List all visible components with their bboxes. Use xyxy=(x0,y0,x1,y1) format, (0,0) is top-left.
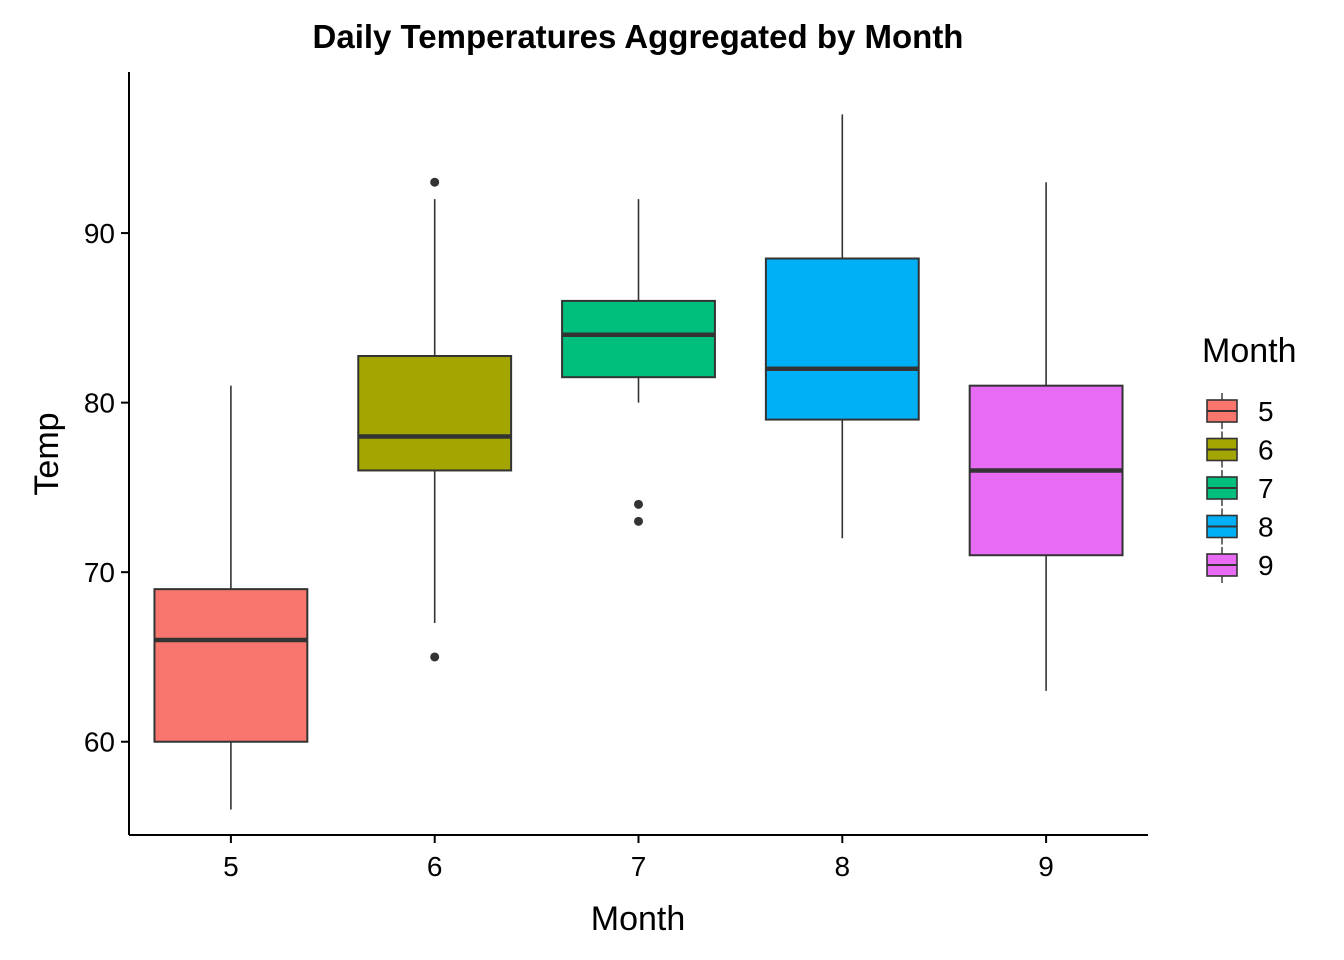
x-axis-ticks: 5 6 7 8 9 xyxy=(223,835,1054,882)
box-month-6 xyxy=(357,177,513,662)
legend-label: 6 xyxy=(1258,435,1274,466)
plot-area xyxy=(153,114,1124,810)
x-axis-title: Month xyxy=(591,900,686,938)
legend-title: Month xyxy=(1202,332,1297,370)
y-axis-title: Temp xyxy=(28,412,66,495)
legend-item-5: 5 xyxy=(1206,393,1274,429)
y-tick-label: 80 xyxy=(84,388,115,419)
outlier-point xyxy=(634,499,643,509)
legend-item-7: 7 xyxy=(1206,470,1274,506)
y-tick-label: 70 xyxy=(84,557,115,588)
legend-label: 9 xyxy=(1258,550,1274,581)
box-iqr xyxy=(764,257,920,421)
x-tick-label: 6 xyxy=(427,851,443,882)
x-tick-label: 5 xyxy=(223,851,239,882)
chart-title: Daily Temperatures Aggregated by Month xyxy=(313,18,964,55)
legend-label: 7 xyxy=(1258,473,1274,504)
box-month-9 xyxy=(968,182,1124,691)
legend-item-8: 8 xyxy=(1206,508,1274,545)
outlier-point xyxy=(430,177,440,187)
y-tick-label: 60 xyxy=(84,727,115,758)
legend-item-6: 6 xyxy=(1206,431,1274,468)
box-iqr xyxy=(357,355,513,472)
legend: Month 5 6 7 8 9 xyxy=(1202,332,1297,583)
y-axis-ticks: 60 70 80 90 xyxy=(84,218,129,758)
legend-item-9: 9 xyxy=(1206,547,1274,583)
legend-label: 5 xyxy=(1258,396,1274,427)
outlier-point xyxy=(430,652,440,662)
x-tick-label: 9 xyxy=(1038,851,1054,882)
x-tick-label: 7 xyxy=(631,851,647,882)
box-month-8 xyxy=(764,114,920,539)
box-iqr xyxy=(561,299,716,379)
outlier-point xyxy=(634,516,643,526)
box-month-5 xyxy=(153,385,309,810)
box-month-7 xyxy=(561,199,716,526)
box-iqr xyxy=(153,588,309,743)
x-tick-label: 8 xyxy=(835,851,851,882)
y-tick-label: 90 xyxy=(84,218,115,249)
legend-label: 8 xyxy=(1258,512,1274,543)
